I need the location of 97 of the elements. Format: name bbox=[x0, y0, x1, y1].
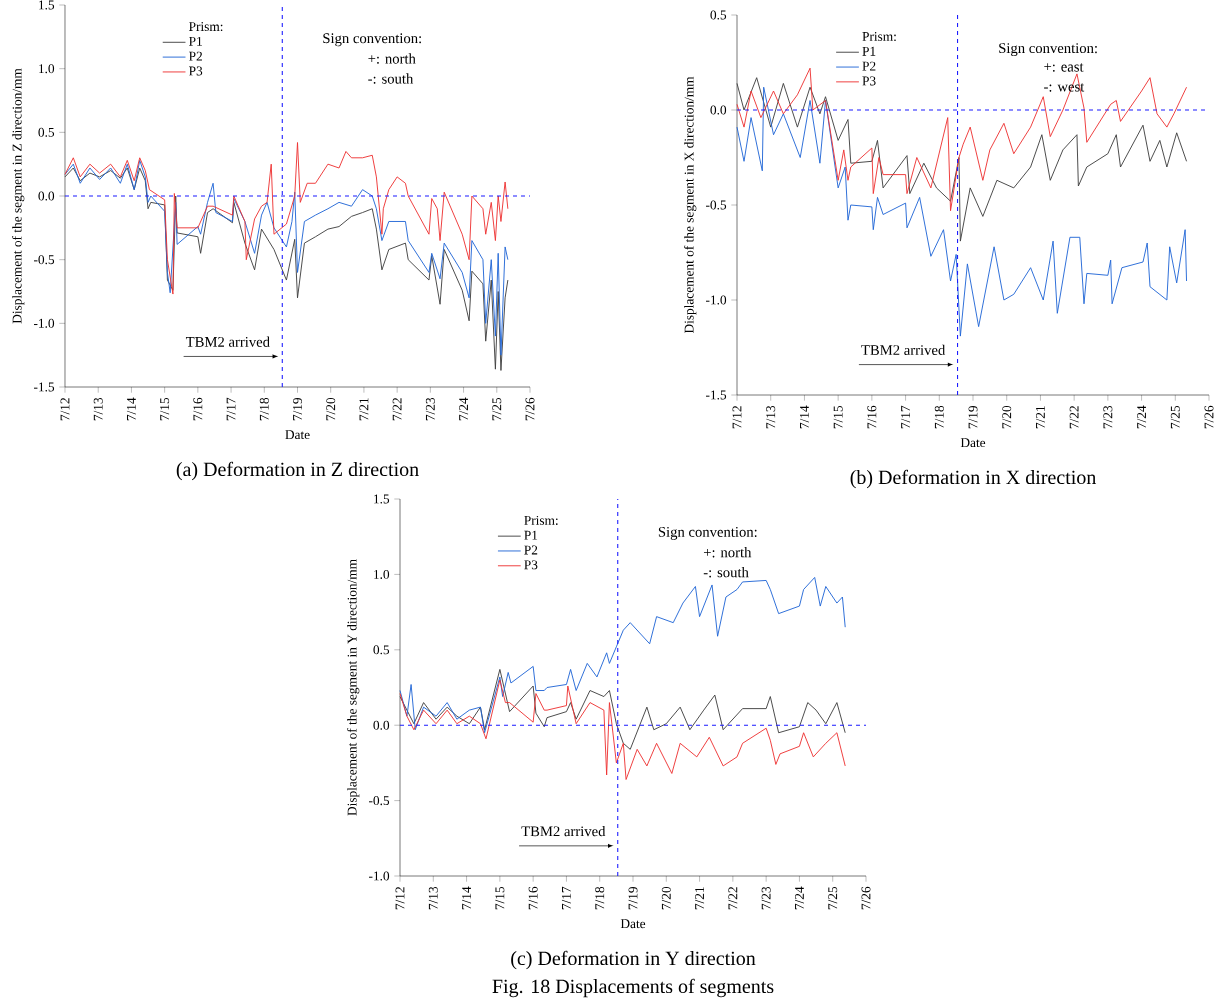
y-axis-title: Displacement of the segment in Z direction/mm bbox=[12, 68, 25, 324]
ref-line-label: TBM2 arrived bbox=[185, 336, 270, 347]
ref-line-label: TBM2 arrived bbox=[521, 825, 606, 837]
y-tick-label: 0.5 bbox=[38, 127, 55, 137]
y-tick-label: 0.0 bbox=[373, 720, 390, 730]
x-tick-label: 7/18 bbox=[934, 405, 944, 429]
y-tick-label: 0.0 bbox=[38, 191, 55, 201]
legend-label: P1 bbox=[862, 46, 876, 56]
y-tick-label: 1.0 bbox=[374, 569, 390, 579]
x-tick-label: 7/12 bbox=[395, 887, 405, 910]
legend-label: P3 bbox=[524, 560, 538, 570]
legend-title: Prism: bbox=[862, 32, 896, 42]
y-tick-label: 0.5 bbox=[710, 10, 727, 20]
x-axis-title: Date bbox=[960, 438, 986, 448]
y-tick-label: -1.0 bbox=[369, 871, 390, 881]
y-tick-label: 0.0 bbox=[710, 105, 727, 115]
legend-title: Prism: bbox=[524, 515, 558, 525]
x-tick-label: 7/13 bbox=[766, 405, 776, 429]
annotation: Sign convention: bbox=[999, 43, 1097, 57]
x-tick-label: 7/21 bbox=[359, 398, 369, 421]
x-tick-label: 7/12 bbox=[732, 406, 742, 429]
legend-label: P2 bbox=[524, 545, 538, 555]
x-tick-label: 7/20 bbox=[326, 397, 336, 421]
x-tick-label: 7/21 bbox=[1035, 406, 1045, 429]
x-tick-label: 7/14 bbox=[799, 405, 809, 429]
y-tick-label: -1.0 bbox=[33, 318, 55, 328]
ref-line-label: TBM2 arrived bbox=[861, 344, 946, 356]
legend-label: P3 bbox=[862, 76, 876, 86]
x-tick-label: 7/20 bbox=[661, 886, 671, 910]
x-tick-label: 7/14 bbox=[462, 886, 472, 910]
annotation: +: north bbox=[703, 547, 752, 558]
annotation: Sign convention: bbox=[323, 33, 421, 47]
legend-title: Prism: bbox=[189, 22, 223, 32]
x-tick-label: 7/16 bbox=[867, 405, 877, 429]
x-tick-label: 7/15 bbox=[495, 886, 505, 910]
x-tick-label: 7/17 bbox=[226, 397, 236, 421]
y-tick-label: -0.5 bbox=[706, 200, 727, 210]
text: Fig. 18 Displacements of segments bbox=[492, 978, 774, 998]
y-tick-label: 1.0 bbox=[39, 64, 55, 74]
x-tick-label: 7/23 bbox=[425, 397, 435, 421]
annotation: -: south bbox=[368, 73, 414, 84]
legend-label: P2 bbox=[862, 61, 876, 71]
x-tick-label: 7/23 bbox=[1103, 405, 1113, 429]
legend-label: P2 bbox=[189, 51, 202, 61]
x-tick-label: 7/17 bbox=[561, 886, 571, 910]
x-axis-title: Date bbox=[285, 430, 310, 440]
x-tick-label: 7/26 bbox=[861, 886, 871, 910]
x-tick-label: 7/21 bbox=[695, 887, 705, 910]
y-tick-label: -0.5 bbox=[33, 255, 55, 265]
x-tick-label: 7/24 bbox=[794, 886, 804, 910]
x-tick-label: 7/15 bbox=[160, 397, 170, 421]
y-axis-title: Displacement of the segment in X direction/mm bbox=[684, 76, 697, 334]
x-tick-label: 7/25 bbox=[1170, 405, 1180, 429]
annotation: -: south bbox=[703, 567, 749, 578]
x-tick-label: 7/22 bbox=[392, 398, 402, 421]
x-tick-label: 7/22 bbox=[728, 887, 738, 910]
legend-label: P1 bbox=[524, 530, 538, 540]
x-tick-label: 7/13 bbox=[428, 886, 438, 910]
x-tick-label: 7/15 bbox=[833, 405, 843, 429]
x-tick-label: 7/25 bbox=[492, 397, 502, 421]
text: (a) Deformation in Z direction bbox=[176, 461, 419, 481]
y-tick-label: -1.0 bbox=[706, 295, 727, 305]
x-tick-label: 7/23 bbox=[761, 886, 771, 910]
x-tick-label: 7/19 bbox=[968, 405, 978, 429]
y-tick-label: -0.5 bbox=[369, 796, 390, 806]
x-tick-label: 7/14 bbox=[126, 397, 136, 421]
y-tick-label: -1.5 bbox=[706, 390, 727, 400]
x-tick-label: 7/16 bbox=[528, 886, 538, 910]
annotation: +: east bbox=[1044, 63, 1084, 72]
y-tick-label: 1.5 bbox=[374, 494, 390, 504]
y-tick-label: -1.5 bbox=[33, 382, 55, 392]
legend-label: P1 bbox=[189, 36, 202, 46]
x-tick-label: 7/17 bbox=[901, 405, 911, 429]
annotation: Sign convention: bbox=[658, 527, 757, 540]
x-tick-label: 7/26 bbox=[525, 397, 535, 421]
annotation: -: west bbox=[1044, 83, 1085, 92]
x-tick-label: 7/13 bbox=[93, 397, 103, 421]
legend-label: P3 bbox=[189, 66, 203, 76]
x-axis-title: Date bbox=[620, 919, 646, 929]
y-axis-title: Displacement of the segment in Y direction/mm bbox=[347, 559, 360, 816]
x-tick-label: 7/24 bbox=[1137, 405, 1147, 429]
x-tick-label: 7/18 bbox=[259, 397, 269, 421]
x-tick-label: 7/26 bbox=[1204, 405, 1214, 429]
x-tick-label: 7/25 bbox=[828, 886, 838, 910]
x-tick-label: 7/22 bbox=[1069, 406, 1079, 429]
x-tick-label: 7/16 bbox=[193, 397, 203, 421]
x-tick-label: 7/12 bbox=[60, 398, 70, 421]
x-tick-label: 7/19 bbox=[628, 886, 638, 910]
x-tick-label: 7/18 bbox=[595, 886, 605, 910]
text: (b) Deformation in X direction bbox=[850, 469, 1097, 489]
x-tick-label: 7/24 bbox=[459, 397, 469, 421]
x-tick-label: 7/20 bbox=[1002, 405, 1012, 429]
text: (c) Deformation in Y direction bbox=[511, 950, 756, 970]
annotation: +: north bbox=[368, 53, 416, 64]
x-tick-label: 7/19 bbox=[293, 397, 302, 421]
y-tick-label: 1.5 bbox=[39, 0, 55, 10]
y-tick-label: 0.5 bbox=[373, 645, 390, 655]
